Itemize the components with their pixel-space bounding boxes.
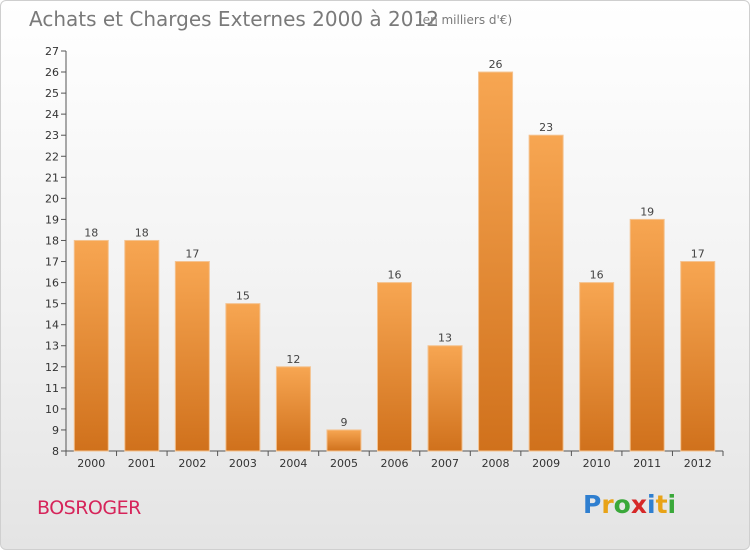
proxiti-logo: Proxiti [583, 490, 676, 519]
y-tick-label: 14 [45, 319, 59, 332]
data-label: 17 [185, 248, 199, 261]
logo-letter: x [630, 490, 647, 519]
data-label: 15 [236, 290, 250, 303]
y-tick-label: 15 [45, 298, 59, 311]
logo-letter: i [667, 490, 677, 519]
bar [124, 239, 160, 452]
y-tick-label: 12 [45, 361, 59, 374]
x-tick-label: 2009 [532, 457, 560, 470]
y-tick-label: 20 [45, 192, 59, 205]
bar [73, 239, 109, 452]
data-label: 18 [84, 226, 98, 239]
y-tick-label: 13 [45, 340, 59, 353]
data-label: 12 [286, 353, 300, 366]
y-tick-label: 8 [52, 445, 59, 458]
logo-letter: i [647, 490, 656, 519]
logo-letter: o [613, 490, 631, 519]
data-label: 9 [340, 416, 347, 429]
x-tick-label: 2006 [381, 457, 409, 470]
x-tick-label: 2008 [482, 457, 510, 470]
chart-title: Achats et Charges Externes 2000 à 2012 [29, 7, 439, 31]
bar [629, 218, 665, 452]
data-label: 17 [691, 248, 705, 261]
x-tick-label: 2001 [128, 457, 156, 470]
bar [528, 134, 564, 452]
y-tick-label: 21 [45, 171, 59, 184]
y-tick-label: 16 [45, 277, 59, 290]
bar [225, 303, 261, 452]
x-tick-label: 2002 [178, 457, 206, 470]
bar [579, 282, 615, 452]
bar [377, 282, 412, 452]
data-label: 23 [539, 121, 553, 134]
y-tick-label: 18 [45, 234, 59, 247]
y-tick-label: 24 [45, 108, 59, 121]
data-label: 16 [388, 269, 402, 282]
bars: 18 18 17 15 12 9 16 13 26 23 16 19 17 [73, 58, 716, 452]
y-axis: 8 9 10 11 12 13 14 15 16 17 18 19 20 21 22 23 24 25 26 27 [45, 45, 67, 458]
y-tick-label: 23 [45, 129, 59, 142]
data-label: 19 [640, 205, 654, 218]
x-axis: 2000 2001 2002 2003 2004 2005 2006 2007 2008 2009… [65, 450, 724, 470]
x-tick-label: 2007 [431, 457, 459, 470]
logo-letter: r [601, 490, 614, 519]
y-tick-label: 19 [45, 213, 59, 226]
y-tick-label: 17 [45, 256, 59, 269]
commune-name: BOSROGER [37, 497, 141, 519]
bar [174, 261, 210, 452]
x-tick-label: 2000 [77, 457, 105, 470]
bar [478, 71, 514, 452]
x-tick-label: 2004 [279, 457, 307, 470]
logo-letter: P [583, 490, 602, 519]
y-tick-label: 25 [45, 87, 59, 100]
x-tick-label: 2011 [633, 457, 661, 470]
x-tick-label: 2003 [229, 457, 257, 470]
data-label: 18 [135, 226, 149, 239]
data-label: 16 [590, 269, 604, 282]
data-label: 26 [489, 58, 503, 71]
y-tick-label: 26 [45, 66, 59, 79]
x-tick-label: 2005 [330, 457, 358, 470]
y-tick-label: 27 [45, 45, 59, 58]
logo-letter: t [655, 490, 668, 519]
bar [326, 429, 362, 452]
bar [427, 345, 463, 452]
bar [680, 261, 716, 452]
chart-unit: (en milliers d'€) [418, 13, 513, 27]
y-tick-label: 9 [52, 424, 59, 437]
y-tick-label: 10 [45, 403, 59, 416]
y-tick-label: 22 [45, 150, 59, 163]
bar [275, 366, 311, 452]
y-tick-label: 11 [45, 382, 59, 395]
data-label: 13 [438, 332, 452, 345]
x-tick-label: 2012 [684, 457, 712, 470]
x-tick-label: 2010 [583, 457, 611, 470]
